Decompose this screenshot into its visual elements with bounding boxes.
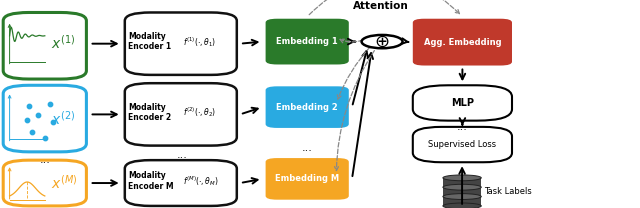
Text: $x^{(2)}$: $x^{(2)}$: [51, 110, 76, 128]
Ellipse shape: [443, 175, 481, 181]
FancyBboxPatch shape: [266, 86, 349, 128]
Text: $f^{(M)}(\cdot,\theta_M)$: $f^{(M)}(\cdot,\theta_M)$: [183, 174, 219, 188]
Text: ...: ...: [177, 150, 188, 160]
FancyBboxPatch shape: [125, 83, 237, 146]
FancyArrowPatch shape: [340, 39, 363, 43]
Text: Agg. Embedding: Agg. Embedding: [424, 38, 501, 47]
FancyBboxPatch shape: [413, 19, 512, 66]
FancyBboxPatch shape: [125, 160, 237, 206]
FancyArrowPatch shape: [309, 0, 460, 15]
FancyArrowPatch shape: [337, 47, 370, 99]
Text: $f^{(2)}(\cdot,\theta_2)$: $f^{(2)}(\cdot,\theta_2)$: [183, 105, 216, 119]
Point: [48, 120, 58, 124]
Ellipse shape: [443, 194, 481, 199]
Point: [22, 118, 33, 121]
FancyBboxPatch shape: [125, 12, 237, 75]
FancyBboxPatch shape: [413, 85, 512, 121]
Text: ...: ...: [40, 155, 50, 165]
FancyBboxPatch shape: [443, 187, 481, 197]
Text: ...: ...: [457, 122, 467, 132]
FancyBboxPatch shape: [443, 178, 481, 187]
Circle shape: [362, 35, 403, 48]
Point: [45, 102, 56, 105]
Text: ...: ...: [302, 143, 312, 153]
Ellipse shape: [443, 203, 481, 208]
Ellipse shape: [443, 184, 481, 190]
Text: Embedding 1: Embedding 1: [276, 37, 338, 46]
Text: Task Labels: Task Labels: [484, 187, 532, 196]
Point: [40, 136, 50, 140]
Point: [27, 131, 37, 134]
Text: $x^{(1)}$: $x^{(1)}$: [51, 33, 76, 51]
FancyBboxPatch shape: [443, 197, 481, 206]
FancyBboxPatch shape: [3, 12, 86, 79]
Text: $\oplus$: $\oplus$: [374, 33, 390, 51]
FancyBboxPatch shape: [3, 160, 86, 206]
Text: $x^{(M)}$: $x^{(M)}$: [51, 174, 77, 192]
Text: $f^{(1)}(\cdot,\theta_1)$: $f^{(1)}(\cdot,\theta_1)$: [183, 35, 216, 48]
Text: MLP: MLP: [451, 98, 474, 108]
FancyBboxPatch shape: [266, 158, 349, 200]
Text: Embedding 2: Embedding 2: [276, 103, 338, 112]
Text: Embedding M: Embedding M: [275, 174, 339, 183]
FancyBboxPatch shape: [266, 19, 349, 64]
Text: Attention: Attention: [353, 1, 409, 11]
FancyBboxPatch shape: [413, 127, 512, 162]
Point: [24, 104, 35, 108]
Text: Supervised Loss: Supervised Loss: [428, 140, 497, 149]
Text: Modality
Encoder M: Modality Encoder M: [128, 171, 173, 191]
FancyArrowPatch shape: [335, 51, 374, 171]
FancyBboxPatch shape: [3, 85, 86, 152]
Point: [33, 114, 43, 117]
Text: Modality
Encoder 2: Modality Encoder 2: [128, 103, 171, 122]
Text: Modality
Encoder 1: Modality Encoder 1: [128, 32, 171, 51]
